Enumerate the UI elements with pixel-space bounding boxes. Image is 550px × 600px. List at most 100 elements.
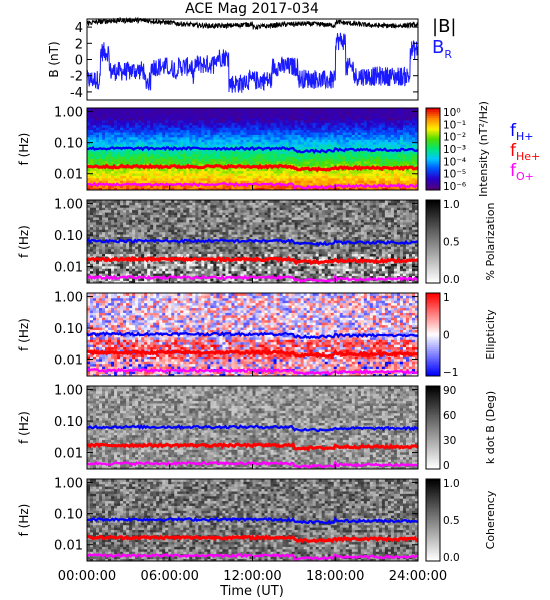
spectrogram-cell — [159, 200, 163, 203]
spectrogram-cell — [186, 161, 190, 164]
spectrogram-cell — [261, 146, 265, 150]
spectrogram-cell — [108, 173, 112, 176]
spectrogram-cell — [252, 139, 256, 143]
spectrogram-cell — [327, 108, 332, 111]
spectrogram-cell — [180, 134, 184, 138]
spectrogram-cell — [138, 153, 142, 157]
spectrogram-cell — [261, 187, 265, 191]
spectrogram-cell — [183, 200, 187, 203]
spectrogram-cell — [333, 139, 338, 143]
spectrogram-cell — [147, 278, 151, 281]
spectrogram-cell — [108, 124, 112, 128]
spectrogram-cell — [324, 129, 329, 133]
spectrogram-cell — [246, 144, 250, 147]
spectrogram-cell — [363, 136, 368, 140]
spectrogram-cell — [204, 129, 208, 133]
spectrogram-cell — [150, 214, 154, 218]
spectrogram-cell — [195, 185, 199, 188]
spectrogram-cell — [267, 136, 271, 140]
spectrogram-cell — [108, 256, 112, 259]
spectrogram-cell — [372, 141, 377, 145]
spectrogram-cell — [159, 153, 163, 157]
spectrogram-cell — [222, 149, 226, 152]
spectrogram-cell — [117, 124, 121, 128]
spectrogram-cell — [375, 156, 380, 160]
spectrogram-cell — [171, 132, 175, 135]
spectrogram-cell — [300, 182, 305, 186]
spectrogram-cell — [174, 234, 178, 238]
spectrogram-cell — [102, 122, 106, 126]
spectrogram-cell — [246, 168, 250, 172]
spectrogram-cell — [123, 239, 127, 242]
spectrogram-cell — [213, 187, 217, 191]
spectrogram-cell — [402, 127, 407, 131]
spectrogram-cell — [159, 253, 163, 257]
spectrogram-cell — [207, 141, 211, 145]
spectrogram-cell — [252, 168, 256, 172]
spectrogram-cell — [210, 115, 214, 119]
spectrogram-cell — [396, 139, 401, 143]
spectrogram-cell — [396, 180, 401, 184]
spectrogram-cell — [237, 182, 241, 186]
spectrogram-cell — [294, 175, 299, 179]
spectrogram-cell — [180, 200, 184, 203]
spectrogram-cell — [153, 273, 157, 277]
spectrogram-cell — [294, 173, 299, 176]
spectrogram-cell — [150, 219, 154, 223]
spectrogram-cell — [381, 136, 386, 140]
spectrogram-cell — [336, 151, 341, 155]
spectrogram-cell — [402, 141, 407, 145]
spectrogram-cell — [195, 115, 199, 119]
spectrogram-cell — [192, 134, 196, 138]
spectrogram-cell — [393, 161, 398, 164]
spectrogram-cell — [387, 187, 392, 191]
spectrogram-cell — [135, 158, 139, 162]
spectrogram-cell — [207, 112, 211, 116]
spectrogram-cell — [267, 161, 271, 164]
spectrogram-cell — [297, 144, 302, 147]
spectrogram-cell — [372, 144, 377, 147]
spectrogram-cell — [375, 132, 380, 135]
spectrogram-cell — [132, 263, 136, 267]
spectrogram-cell — [111, 132, 115, 135]
spectrogram-cell — [129, 251, 133, 255]
spectrogram-cell — [96, 251, 100, 255]
spectrogram-cell — [198, 168, 202, 172]
spectrogram-cell — [114, 273, 118, 277]
spectrogram-cell — [276, 151, 280, 155]
spectrogram-cell — [141, 217, 145, 220]
spectrogram-cell — [138, 158, 142, 162]
spectrogram-cell — [330, 122, 335, 126]
spectrogram-cell — [369, 173, 374, 176]
spectrogram-cell — [213, 180, 217, 184]
spectrogram-cell — [222, 120, 226, 123]
spectrogram-cell — [168, 110, 172, 114]
spectrogram-cell — [360, 122, 365, 126]
spectrogram-cell — [147, 134, 151, 138]
spectrogram-cell — [297, 146, 302, 150]
spectrogram-cell — [147, 180, 151, 184]
spectrogram-cell — [147, 270, 151, 274]
spectrogram-cell — [273, 129, 277, 133]
spectrogram-cell — [243, 161, 247, 164]
spectrogram-cell — [405, 177, 410, 181]
spectrogram-cell — [171, 217, 175, 220]
spectrogram-cell — [117, 226, 121, 230]
spectrogram-cell — [99, 112, 103, 116]
spectrogram-cell — [390, 177, 395, 181]
spectrogram-cell — [150, 241, 154, 245]
spectrogram-cell — [141, 134, 145, 138]
spectrogram-cell — [279, 144, 283, 147]
spectrogram-cell — [372, 124, 377, 128]
spectrogram-cell — [192, 136, 196, 140]
colorbar-step — [426, 140, 440, 144]
spectrogram-cell — [123, 214, 127, 218]
spectrogram-cell — [135, 124, 139, 128]
spectrogram-cell — [120, 117, 124, 121]
spectrogram-cell — [216, 170, 220, 174]
colorbar-intensity — [425, 107, 441, 191]
spectrogram-cell — [234, 124, 238, 128]
spectrogram-cell — [165, 221, 169, 225]
spectrogram-cell — [153, 270, 157, 274]
spectrogram-cell — [300, 127, 305, 131]
